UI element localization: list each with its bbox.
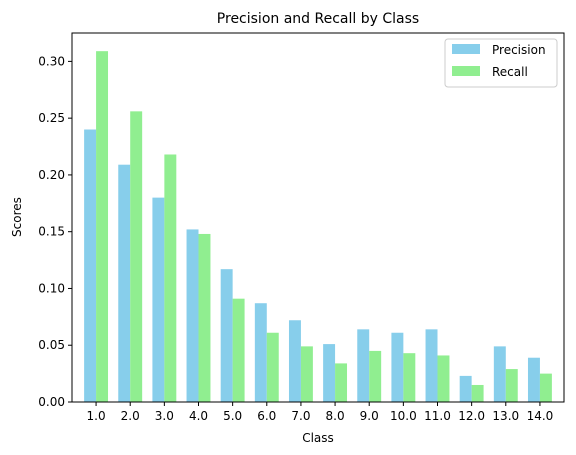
legend: Precision Recall [444,38,558,88]
bar-recall-9.0 [369,350,382,402]
x-axis-label: Class [302,431,334,445]
bar-recall-4.0 [198,233,211,402]
bar-recall-5.0 [232,298,245,402]
x-tick-label: 12.0 [458,409,485,423]
x-tick-label: 5.0 [223,409,242,423]
bar-precision-14.0 [527,357,540,402]
bar-recall-2.0 [130,111,143,402]
bar-precision-11.0 [425,329,438,402]
bar-precision-13.0 [493,346,506,402]
bar-precision-1.0 [84,129,97,402]
x-tick-label: 1.0 [87,409,106,423]
x-tick-label: 6.0 [257,409,276,423]
bar-precision-5.0 [220,269,233,402]
y-axis-label: Scores [10,197,24,237]
legend-swatch-recall [452,66,480,76]
x-tick-label: 10.0 [390,409,417,423]
bar-recall-12.0 [471,384,484,402]
x-tick-label: 2.0 [121,409,140,423]
y-tick-label: 0.00 [38,395,65,409]
chart-title: Precision and Recall by Class [217,11,419,27]
bar-recall-7.0 [300,346,313,402]
y-tick-label: 0.05 [38,338,65,352]
x-ticks-group: 1.0 2.0 3.0 4.0 5.0 6.0 7.0 8.0 9.0 10.0 11.0 12.0 1… [87,402,554,423]
bar-recall-13.0 [505,369,518,402]
x-tick-label: 4.0 [189,409,208,423]
plot-frame [71,32,565,403]
bar-recall-1.0 [96,51,109,403]
bar-recall-8.0 [335,363,348,402]
bars-group [84,51,552,403]
y-tick-label: 0.20 [38,168,65,182]
y-tick-label: 0.30 [38,54,65,68]
bar-precision-4.0 [186,229,199,402]
bar-precision-2.0 [118,164,131,402]
legend-label-precision: Precision [492,43,546,57]
bar-recall-14.0 [539,373,552,402]
y-tick-label: 0.25 [38,111,65,125]
x-tick-label: 11.0 [424,409,451,423]
bar-precision-6.0 [254,303,267,402]
bar-precision-12.0 [459,375,472,402]
x-tick-label: 9.0 [360,409,379,423]
bar-precision-10.0 [391,332,404,402]
y-ticks-group: 0.00 0.05 0.10 0.15 0.20 0.25 0.30 [38,54,72,409]
bar-precision-9.0 [357,329,370,402]
x-tick-label: 14.0 [527,409,554,423]
y-tick-label: 0.15 [38,225,65,239]
bar-precision-3.0 [152,197,165,402]
y-tick-label: 0.10 [38,281,65,295]
bar-precision-8.0 [323,344,336,402]
bar-precision-7.0 [288,320,301,402]
x-tick-label: 3.0 [155,409,174,423]
bar-recall-6.0 [266,332,279,402]
bar-recall-11.0 [437,355,450,402]
legend-swatch-precision [452,44,480,54]
bar-recall-10.0 [403,353,416,402]
legend-label-recall: Recall [492,65,528,79]
bar-recall-3.0 [164,154,177,402]
x-tick-label: 7.0 [291,409,310,423]
x-tick-label: 8.0 [326,409,345,423]
x-tick-label: 13.0 [492,409,519,423]
